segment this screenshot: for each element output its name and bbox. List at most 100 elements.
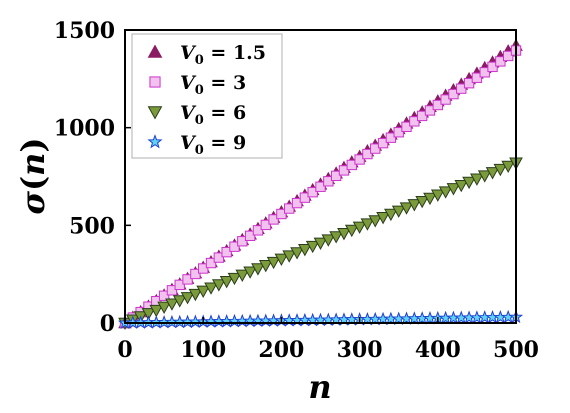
series-3-point (149, 304, 164, 318)
series-3-point (180, 292, 195, 305)
series-2-point (409, 116, 420, 127)
legend-marker-2 (149, 76, 161, 88)
series-2-point (158, 290, 170, 301)
legend-marker-3 (147, 106, 163, 120)
series-3-point (470, 173, 484, 186)
series-3-point (391, 205, 406, 218)
series-2-point (456, 83, 467, 94)
series-3-point (196, 285, 211, 298)
series-2-point (495, 56, 506, 67)
legend-entry-3: V0 = 6 (180, 102, 246, 128)
series-3-point (188, 288, 203, 302)
series-3-point (485, 167, 500, 180)
series-3-point (462, 176, 476, 190)
series-2-point (393, 127, 404, 138)
series-3-point (337, 228, 351, 241)
series-2-point (198, 263, 209, 274)
series-2-point (503, 50, 514, 62)
series-2-point (190, 268, 201, 280)
series-3-point (477, 170, 492, 183)
y-tick-label: 1500 (54, 18, 115, 44)
series-2-point (370, 143, 381, 154)
series-3-point (290, 247, 304, 260)
series-3-point (493, 163, 508, 177)
x-tick-label: 100 (180, 337, 226, 363)
x-tick-label: 0 (117, 337, 132, 363)
legend-marker-4 (147, 134, 163, 149)
series-3-point (282, 250, 297, 263)
series-3-point (157, 301, 171, 315)
legend-entry-1: V0 = 1.5 (180, 42, 266, 68)
series-3-point (454, 179, 469, 193)
series-3-point (165, 298, 179, 311)
series-3-point (251, 263, 265, 276)
series-3-point (399, 202, 414, 215)
series-2-point (284, 203, 295, 214)
series-2-point (315, 181, 326, 192)
series-3-point (204, 282, 218, 295)
series-3-point (407, 199, 422, 212)
series-2-point (244, 230, 256, 241)
y-axis-label-symbol: σ (14, 191, 52, 215)
series-3-point (274, 253, 289, 266)
legend-entry-4: V0 = 9 (180, 132, 246, 158)
y-axis-label-close-paren: ) (14, 137, 52, 152)
series-2-point (268, 214, 279, 225)
series-3-point (243, 266, 257, 279)
series-2-point (440, 94, 451, 105)
x-tick-label: 500 (493, 337, 539, 363)
series-3-point (430, 189, 445, 202)
series-3-point (415, 195, 430, 209)
x-tick-label: 300 (337, 337, 383, 363)
series-2-point (346, 159, 357, 171)
y-tick-label: 1000 (54, 116, 115, 142)
y-axis-label-open-paren: ( (14, 176, 52, 191)
series-3-point (446, 183, 461, 196)
series-2-point (463, 78, 475, 89)
series-2-point (166, 285, 178, 296)
series-2-point (237, 236, 248, 247)
series-3-point (211, 279, 226, 292)
series-3-point (298, 244, 312, 257)
legend: V0 = 1.5 V0 = 3 V0 = 6 V0 = 9 (131, 33, 283, 159)
series-3-point (329, 231, 343, 244)
series-2-point (229, 241, 240, 252)
y-tick-label: 0 (100, 311, 115, 337)
series-3-point (352, 221, 367, 234)
y-tick-label: 500 (69, 213, 115, 239)
series-2-point (221, 246, 232, 258)
series-2-point (307, 187, 318, 198)
plot-frame (124, 29, 517, 324)
series-3-point (368, 215, 383, 228)
x-tick-label: 400 (415, 337, 461, 363)
series-3-point (360, 218, 375, 231)
series-2-point (377, 137, 389, 149)
series-3-point (266, 256, 281, 270)
series-3-point (423, 192, 437, 206)
legend-entry-2: V0 = 3 (180, 72, 246, 98)
series-3-point (384, 208, 398, 222)
series-2-point (299, 192, 311, 203)
series-2-point (182, 274, 193, 285)
series-3-point (305, 240, 320, 254)
legend-marker-1 (147, 44, 163, 58)
series-2-point (205, 257, 217, 269)
series-2-point (471, 72, 483, 83)
series-3-point (235, 269, 250, 282)
series-3-point (501, 160, 516, 174)
series-2-point (385, 132, 397, 143)
series-2-point (354, 154, 365, 165)
series-2-point (487, 61, 498, 73)
series-2-point (252, 225, 264, 236)
series-3-point (219, 276, 234, 289)
series-3-point (258, 260, 273, 273)
series-2-point (338, 165, 350, 176)
series-2-point (323, 176, 334, 187)
series-2-point (424, 105, 436, 116)
series-3-point (172, 295, 187, 308)
series-2-point (276, 208, 287, 220)
series-2-point (174, 279, 185, 291)
series-2-point (362, 148, 373, 160)
y-axis-label: σ(n) (14, 137, 52, 214)
